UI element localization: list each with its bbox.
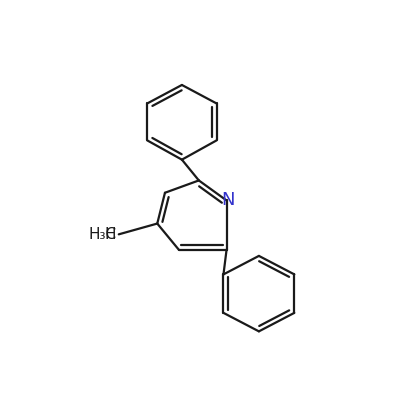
Text: N: N (221, 191, 235, 209)
Text: H₃C: H₃C (88, 227, 116, 242)
Text: H: H (105, 227, 116, 242)
